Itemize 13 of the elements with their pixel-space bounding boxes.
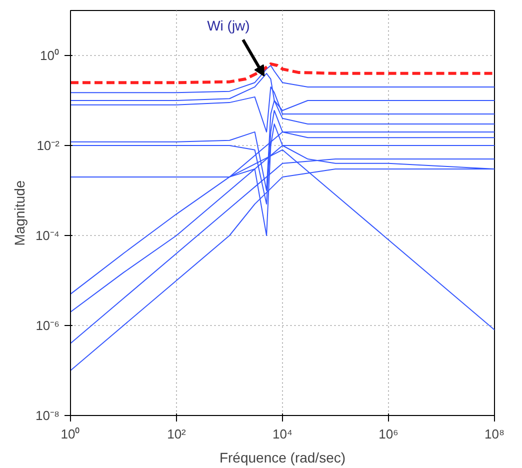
y-tick-label: 10⁰ [40,48,60,63]
x-tick-label: 10² [167,426,187,442]
x-tick-label: 10⁰ [60,426,80,442]
x-tick-label: 10⁸ [484,426,504,442]
x-tick-label: 10⁴ [272,426,293,442]
y-tick-label: 10⁻⁸ [36,408,60,423]
y-tick-label: 10⁻² [36,138,60,153]
y-axis-title: Magnitude [11,180,28,246]
annotation: Wi (jw) [207,17,250,34]
y-tick-label: 10⁻⁴ [35,228,60,243]
y-tick-label: 10⁻⁶ [36,318,60,333]
x-axis-title: Fréquence (rad/sec) [219,450,346,466]
x-tick-label: 10⁶ [378,426,398,442]
